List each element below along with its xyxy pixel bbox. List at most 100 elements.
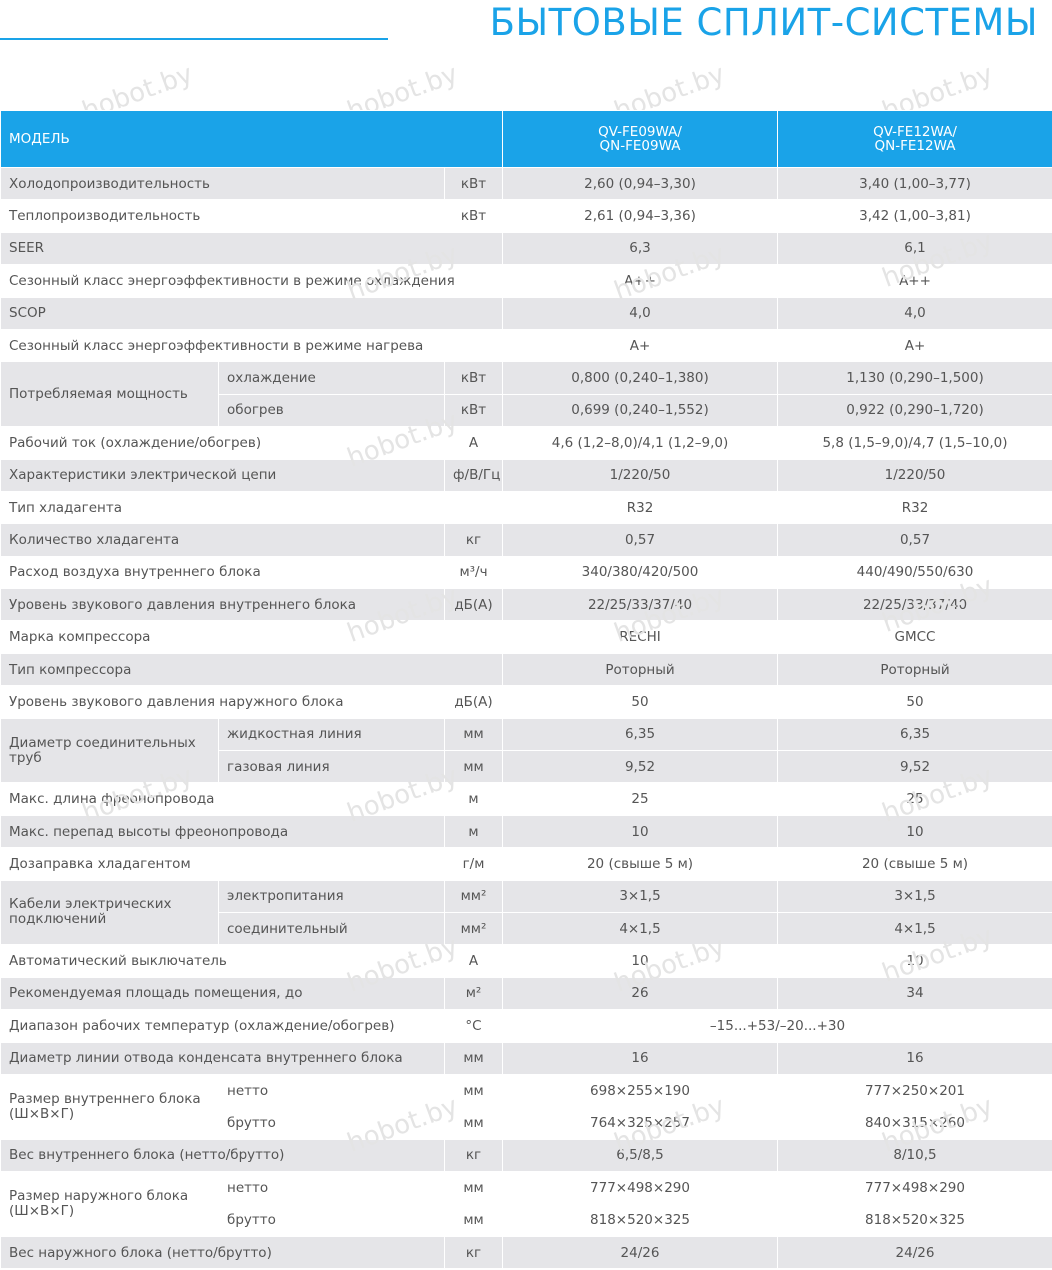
value-model-2: R32 <box>777 490 1052 525</box>
table-row: Вес внутреннего блока (нетто/брутто) кг 6,… <box>0 1138 1052 1173</box>
row-label: Марка компрессора <box>0 620 503 654</box>
row-unit: мм <box>444 717 503 752</box>
row-unit: А <box>444 944 503 978</box>
value-model-1: 10 <box>502 814 778 849</box>
row-label: Тип хладагента <box>0 490 503 525</box>
row-unit: мм <box>444 1171 503 1205</box>
row-unit: кВт <box>444 361 503 395</box>
model-2-line-2: QN-FE12WA <box>874 138 956 154</box>
table-row: Теплопроизводительность кВт 2,61 (0,94–3,3… <box>0 199 1052 233</box>
value-model-1: 16 <box>502 1041 778 1075</box>
value-model-2: 1,130 (0,290–1,500) <box>777 361 1052 395</box>
value-model-2: 3,40 (1,00–3,77) <box>777 166 1052 201</box>
row-label: Рекомендуемая площадь помещения, до <box>0 976 445 1011</box>
value-model-2: 777×498×290 <box>777 1171 1052 1205</box>
value-model-2: 4×1,5 <box>777 911 1052 946</box>
row-label: Вес внутреннего блока (нетто/брутто) <box>0 1138 445 1173</box>
row-unit: м <box>444 814 503 849</box>
row-unit: м³/ч <box>444 555 503 590</box>
value-model-1: 0,699 (0,240–1,552) <box>502 393 778 428</box>
table-row: Сезонный класс энергоэффективности в реж… <box>0 328 1052 363</box>
page-title: БЫТОВЫЕ СПЛИТ-СИСТЕМЫ <box>489 1 1038 44</box>
row-unit: кВт <box>444 393 503 428</box>
table-body: Холодопроизводительность кВт 2,60 (0,94–3,… <box>0 166 1052 1270</box>
value-model-2: 0,922 (0,290–1,720) <box>777 393 1052 428</box>
table-row: Макс. перепад высоты фреонопровода м 10 10 <box>0 814 1052 849</box>
value-model-2: A+ <box>777 328 1052 363</box>
row-sublabel: нетто <box>218 1073 445 1108</box>
row-label: Рабочий ток (охлаждение/обогрев) <box>0 426 445 460</box>
value-model-2: 50 <box>777 685 1052 719</box>
model-2-line-1: QV-FE12WA/ <box>873 124 957 140</box>
value-model-2: 10 <box>777 944 1052 978</box>
value-model-2: 8/10,5 <box>777 1138 1052 1173</box>
value-model-1: R32 <box>502 490 778 525</box>
row-label: Сезонный класс энергоэффективности в реж… <box>0 328 503 363</box>
table-row: Количество хладагента кг 0,57 0,57 <box>0 523 1052 557</box>
value-model-2: 0,57 <box>777 523 1052 557</box>
value-model-1: 2,61 (0,94–3,36) <box>502 199 778 233</box>
table-row: Размер наружного блока (Ш×В×Г) нетто мм 777… <box>0 1171 1052 1237</box>
value-model-2: 777×250×201 <box>777 1073 1052 1108</box>
model-1-line-2: QN-FE09WA <box>599 138 681 154</box>
row-label: SCOP <box>0 296 503 330</box>
value-model-1: 698×255×190 <box>502 1073 778 1108</box>
row-unit: дБ(А) <box>444 588 503 622</box>
table-row: Уровень звукового давления внутреннего б… <box>0 588 1052 622</box>
table-row: Марка компрессора RECHI GMCC <box>0 620 1052 654</box>
value-model-2: 6,1 <box>777 231 1052 266</box>
value-model-1: 340/380/420/500 <box>502 555 778 590</box>
value-model-2: 16 <box>777 1041 1052 1075</box>
table-row: Потребляемая мощность охлаждение кВт 0,800 … <box>0 361 1052 428</box>
value-model-1: 26 <box>502 976 778 1011</box>
row-label: Макс. перепад высоты фреонопровода <box>0 814 445 849</box>
table-row: Рабочий ток (охлаждение/обогрев) А 4,6 (1,… <box>0 426 1052 460</box>
row-label: Уровень звукового давления внутреннего б… <box>0 588 445 622</box>
row-label: Сезонный класс энергоэффективности в реж… <box>0 264 503 298</box>
row-label: Теплопроизводительность <box>0 199 445 233</box>
row-unit: кг <box>444 1138 503 1173</box>
value-model-2: 9,52 <box>777 750 1052 784</box>
table-row: Тип хладагента R32 R32 <box>0 490 1052 525</box>
value-model-1: 6,5/8,5 <box>502 1138 778 1173</box>
row-label: Тип компрессора <box>0 652 503 687</box>
value-model-1: 6,3 <box>502 231 778 266</box>
row-unit: м <box>444 782 503 816</box>
row-label: Характеристики электрической цепи <box>0 458 445 492</box>
specifications-table: МОДЕЛЬ QV-FE09WA/ QN-FE09WA QV-FE12WA/ Q… <box>0 110 1052 1270</box>
table-row: Макс. длина фреонопровода м 25 25 <box>0 782 1052 816</box>
table-row: Вес наружного блока (нетто/брутто) кг 24/2… <box>0 1235 1052 1270</box>
value-model-1: 22/25/33/37/40 <box>502 588 778 622</box>
value-model-1: 50 <box>502 685 778 719</box>
table-row: Уровень звукового давления наружного бло… <box>0 685 1052 719</box>
row-unit: мм <box>444 750 503 784</box>
table-row: Диаметр соединительных труб жидкостная ли… <box>0 717 1052 784</box>
table-row: брутто мм 818×520×325 818×520×325 <box>1 1203 1052 1237</box>
row-unit: мм <box>444 1073 503 1108</box>
row-label: Уровень звукового давления наружного бло… <box>0 685 445 719</box>
value-model-2: 24/26 <box>777 1235 1052 1270</box>
model-column-1: QV-FE09WA/ QN-FE09WA <box>502 110 778 168</box>
value-model-2: 818×520×325 <box>777 1203 1052 1237</box>
value-model-2: 10 <box>777 814 1052 849</box>
title-rule <box>0 38 388 40</box>
table-row: Кабели электрических подключений электроп… <box>0 879 1052 946</box>
value-model-1: 1/220/50 <box>502 458 778 492</box>
value-model-2: 25 <box>777 782 1052 816</box>
value-model-1: 818×520×325 <box>502 1203 778 1237</box>
row-unit: кВт <box>444 199 503 233</box>
value-model-1: 2,60 (0,94–3,30) <box>502 166 778 201</box>
row-unit: м² <box>444 976 503 1011</box>
value-model-2: Роторный <box>777 652 1052 687</box>
row-label: Расход воздуха внутреннего блока <box>0 555 445 590</box>
row-sublabel: электропитания <box>218 879 445 913</box>
table-row: Тип компрессора Роторный Роторный <box>0 652 1052 687</box>
row-label: Автоматический выключатель <box>0 944 445 978</box>
table-row: Размер внутреннего блока (Ш×В×Г) нетто мм 6… <box>0 1073 1052 1140</box>
model-1-line-1: QV-FE09WA/ <box>598 124 682 140</box>
row-unit: мм <box>444 1041 503 1075</box>
row-unit: А <box>444 426 503 460</box>
row-unit: мм² <box>444 911 503 946</box>
row-sublabel: газовая линия <box>218 750 445 784</box>
